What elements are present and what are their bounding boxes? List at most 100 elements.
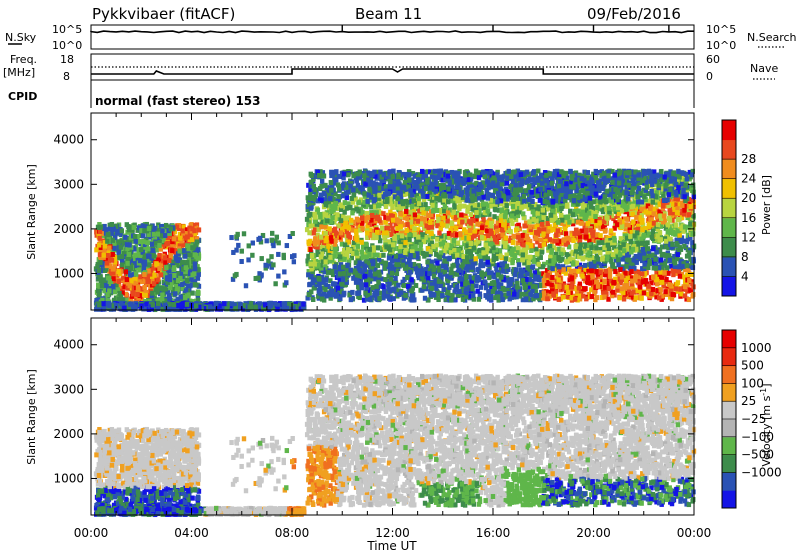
power-echo-cell [572, 193, 577, 199]
power-echo-cell [135, 234, 140, 240]
power-echo-cell [368, 259, 373, 265]
power-echo-cell [634, 240, 639, 246]
power-echo-cell [660, 265, 665, 271]
power-echo-cell [114, 242, 119, 248]
power-echo-cell [147, 262, 152, 268]
power-echo-cell [427, 242, 433, 248]
power-echo-cell [651, 277, 657, 283]
power-echo-cell [608, 266, 613, 272]
power-echo-cell [492, 214, 497, 220]
power-echo-cell [139, 286, 145, 292]
power-echo-cell [364, 296, 370, 302]
power-echo-cell [117, 290, 122, 296]
power-echo-cell [97, 283, 102, 289]
power-echo-cell [363, 251, 368, 257]
power-echo-cell [168, 280, 173, 286]
power-echo-cell [111, 270, 116, 276]
power-echo-cell [543, 274, 548, 280]
power-echo-cell [339, 225, 345, 231]
power-echo-cell [187, 225, 192, 231]
power-echo-cell [112, 289, 118, 295]
power-echo-cell [383, 214, 388, 220]
power-echo-cell [192, 261, 198, 267]
power-echo-cell [435, 223, 440, 229]
power-echo-cell [130, 262, 135, 268]
power-echo-cell [686, 267, 691, 273]
power-echo-cell [527, 202, 532, 208]
power-echo-cell [236, 242, 241, 248]
power-echo-cell [110, 251, 115, 257]
power-echo-cell [646, 223, 651, 229]
power-echo-cell [289, 254, 295, 260]
power-echo-cell [234, 234, 239, 240]
power-echo-cell [373, 193, 379, 199]
power-echo-cell [190, 282, 195, 288]
power-echo-cell [159, 285, 164, 291]
power-echo-cell [633, 253, 639, 259]
power-echo-cell [313, 258, 319, 264]
power-echo-cell [179, 305, 184, 311]
power-echo-cell [579, 228, 585, 234]
power-echo-cell [333, 191, 338, 197]
power-echo-cell [183, 280, 188, 286]
power-echo-cell [171, 305, 177, 311]
power-echo-cell [271, 262, 276, 268]
power-echo-cell [347, 292, 352, 298]
power-echo-cell [348, 297, 354, 303]
power-echo-cell [136, 225, 142, 231]
power-echo-cell [402, 254, 408, 260]
power-echo-cell [684, 274, 689, 280]
power-echo-cell [134, 295, 139, 301]
power-echo-cell [158, 246, 164, 252]
power-echo-cell [515, 240, 521, 246]
power-echo-cell [170, 286, 176, 292]
power-echo-cell [454, 185, 459, 191]
power-echo-cell [461, 234, 466, 240]
power-echo-cell [426, 261, 431, 267]
power-echo-cell [610, 168, 615, 174]
power-echo-cell [687, 215, 693, 221]
power-echo-cell [123, 291, 129, 297]
power-echo-cell [160, 244, 166, 250]
power-echo-cell [684, 296, 689, 302]
power-echo-cell [628, 260, 633, 266]
power-echo-cell [141, 266, 147, 272]
power-echo-cell [112, 243, 117, 249]
power-echo-cell [376, 208, 382, 214]
power-echo-cell [386, 284, 391, 290]
power-echo-cell [587, 238, 592, 244]
power-echo-cell [455, 258, 460, 264]
power-echo-cell [598, 178, 603, 184]
power-echo-cell [622, 256, 628, 262]
power-echo-cell [359, 249, 365, 255]
power-echo-cell [670, 174, 676, 180]
power-echo-cell [196, 247, 201, 253]
power-echo-cell [440, 236, 445, 242]
freq-tick-high: 18 [60, 53, 74, 66]
power-echo-cell [520, 297, 526, 303]
power-echo-cell [526, 283, 532, 289]
power-echo-cell [383, 219, 388, 225]
power-echo-cell [184, 227, 190, 233]
power-echo-cell [549, 251, 554, 257]
power-echo-cell [170, 240, 175, 246]
power-echo-cell [527, 174, 532, 180]
power-echo-cell [680, 208, 685, 214]
power-echo-cell [661, 283, 666, 289]
power-echo-cell [121, 251, 127, 257]
power-echo-cell [174, 288, 180, 294]
power-echo-cell [194, 239, 200, 245]
power-echo-cell [276, 251, 281, 257]
nsky-tick-low: 10^0 [52, 39, 82, 52]
power-echo-cell [385, 225, 390, 231]
power-echo-cell [233, 306, 238, 312]
power-echo-cell [116, 250, 121, 256]
power-echo-cell [426, 297, 431, 303]
power-echo-cell [111, 297, 117, 303]
power-echo-cell [510, 251, 515, 257]
power-echo-cell [192, 232, 197, 238]
power-echo-cell [275, 306, 280, 312]
freq-label: Freq. [10, 53, 37, 66]
power-echo-cell [137, 267, 142, 273]
